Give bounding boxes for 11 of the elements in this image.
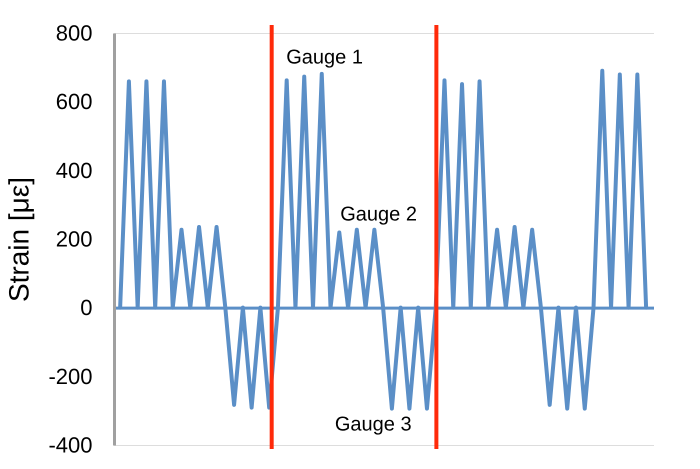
y-tick-label: 600 [56,89,92,114]
y-tick-label: -400 [48,432,92,458]
annotation: Gauge 3 [334,413,412,436]
y-tick-label: 200 [56,226,92,252]
annotation: Gauge 1 [286,46,363,69]
annotation: Gauge 2 [340,203,417,226]
y-tick-label: 0 [80,295,92,320]
y-axis-title: Strain [με] [3,176,34,302]
y-tick-label: 800 [56,20,92,46]
y-tick-label: 400 [56,158,92,183]
y-tick-label: -200 [48,364,92,389]
